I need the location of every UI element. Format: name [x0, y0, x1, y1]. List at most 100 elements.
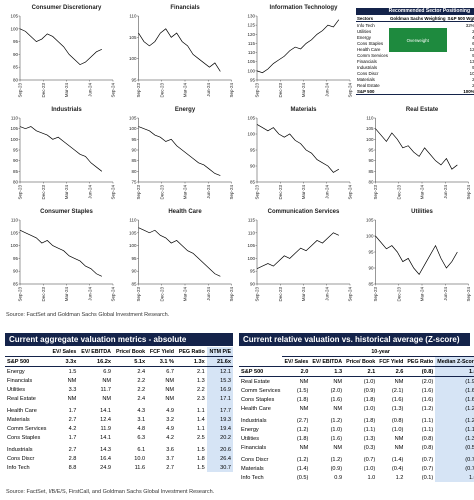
y-tick-label: 85: [13, 282, 19, 287]
cell: Energy: [241, 426, 259, 433]
line-series: [256, 124, 340, 173]
cell: 2.2: [137, 386, 146, 393]
cell: (1.2): [330, 456, 343, 463]
cell: 1.1: [196, 425, 205, 432]
column-header: EV/ Sales: [49, 347, 79, 357]
y-tick-label: 85: [368, 282, 374, 287]
x-tick-label: Mar-24: [183, 287, 188, 302]
x-tick-label: Jun-24: [443, 185, 448, 199]
y-tick-label: 115: [248, 41, 256, 46]
y-tick-label: 110: [248, 230, 256, 235]
row: Cons Discr(1.2)(1.2)(0.7)(1.4)(0.7)(0.7)…: [239, 452, 474, 464]
sector-name: S&P 500: [356, 88, 389, 95]
cell: 3.1: [137, 416, 146, 423]
cell: (0.9): [330, 465, 343, 472]
cell: 2.7: [166, 464, 175, 471]
cell: (1.6): [421, 387, 434, 394]
line-series: [138, 126, 221, 176]
cell: (1.6): [435, 386, 474, 395]
cell: 12: [469, 46, 474, 52]
cell: 1.6: [435, 366, 474, 377]
x-tick-label: Dec-23: [159, 287, 164, 302]
cell: 15.3: [206, 376, 233, 385]
x-tick-label: Jun-24: [443, 287, 448, 301]
x-tick-label: Sep-24: [348, 287, 353, 302]
cell: 11.7: [100, 386, 112, 393]
row: Real Estate212: [356, 82, 474, 88]
column-header: S&P 500 Wgt: [446, 14, 474, 22]
cell: Info Tech: [7, 464, 30, 471]
y-tick-label: 95: [131, 137, 137, 142]
cell: NM: [165, 377, 175, 384]
y-tick-label: 100: [366, 234, 374, 239]
cell: Utilities: [7, 386, 26, 393]
cell: NM: [299, 405, 309, 412]
row: Recommended Sector Positioning: [356, 8, 474, 15]
row: Cons Staples (1.8) (1.6) (1.8) (1.6) (1.6) (1.…: [239, 395, 474, 404]
cell: NM: [299, 444, 309, 451]
cell: (0.1): [421, 474, 434, 481]
x-tick-label: Jun-24: [87, 83, 92, 97]
cell: 26.4: [206, 454, 233, 463]
y-tick-label: 80: [368, 180, 374, 185]
y-tick-label: 105: [10, 126, 18, 131]
row: Industrials916: [356, 64, 474, 70]
cell: 2.1: [196, 368, 205, 375]
cell: NM: [165, 386, 175, 393]
absolute-table: EV/ Sales EV/ EBITDA Price/ Book FCF Yield P…: [5, 347, 233, 472]
cell: 2.6: [377, 366, 406, 377]
cell: 3.7: [166, 455, 175, 462]
cell: 1.1: [196, 407, 205, 414]
y-tick-label: 95: [250, 269, 256, 274]
cell: (1.0): [363, 378, 376, 385]
y-tick-label: 105: [247, 59, 255, 64]
cell: 6.1: [137, 446, 146, 453]
x-tick-label: Sep-23: [136, 185, 141, 200]
sector-name: Cons Discr: [357, 70, 379, 76]
x-tick-label: Jun-24: [206, 83, 211, 97]
column-header: PEG Ratio: [405, 356, 436, 367]
x-tick-label: Dec-23: [41, 185, 46, 200]
cell: 5.1x: [113, 356, 148, 367]
cell: (1.8): [296, 435, 309, 442]
cell: (0.7): [435, 464, 474, 473]
source-note: Source: FactSet and Goldman Sachs Global…: [6, 312, 170, 318]
cell: S&P 500: [5, 356, 50, 367]
row: Cons Discr1011: [356, 70, 474, 76]
cell: (1.9): [435, 376, 474, 386]
chart-title: Materials: [290, 107, 317, 113]
header-row: EV/ Sales EV/ EBITDA Price/ Book FCF Yield P…: [5, 347, 233, 357]
column-header: [5, 347, 50, 357]
cell: (1.0): [363, 405, 376, 412]
cell: 20.6: [206, 442, 233, 454]
row: Cons Staples 1.7 14.1 6.3 4.2 2.5 20.2: [5, 433, 233, 442]
cell: NM: [394, 444, 404, 451]
cell: 4.9: [166, 407, 175, 414]
cell: 2.2: [137, 377, 146, 384]
row: Comm Services 4.2 11.9 4.8 4.9 1.1 19.4: [5, 424, 233, 433]
x-tick-label: Sep-24: [229, 287, 234, 302]
cell: (0.4): [391, 465, 404, 472]
cell: 3.1 %: [147, 356, 177, 367]
weighting: Overweight: [388, 28, 447, 52]
row: Financials1323: [356, 58, 474, 64]
row: S&P 500 3.3x 16.2x 5.1x 3.1 % 1.3x 21.6x: [5, 356, 233, 367]
blank: [239, 347, 282, 357]
y-tick-label: 95: [131, 78, 137, 83]
cell: 3.2: [166, 416, 175, 423]
x-tick-label: Mar-24: [64, 83, 69, 98]
x-tick-label: Sep-23: [136, 287, 141, 302]
x-tick-label: Sep-24: [111, 185, 116, 200]
cell: 1.0: [367, 474, 376, 481]
cell: Comm Services: [7, 425, 47, 432]
y-tick-label: 85: [250, 180, 256, 185]
column-header: Sectors: [356, 14, 389, 22]
cell: 2.0: [282, 366, 311, 377]
x-tick-label: Sep-24: [466, 287, 471, 302]
y-tick-label: 110: [248, 50, 256, 55]
cell: 11.9: [100, 425, 112, 432]
cell: 6.7: [166, 368, 175, 375]
cell: 4: [472, 34, 474, 40]
chart-title: Communication Services: [268, 209, 340, 215]
source-note: Source: FactSet, I/B/E/S, FirstCall, and…: [6, 489, 215, 495]
